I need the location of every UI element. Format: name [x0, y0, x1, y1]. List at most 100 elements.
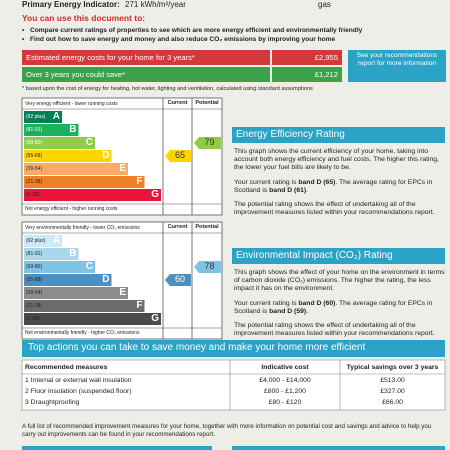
band-letter: B	[69, 248, 77, 259]
band	[24, 248, 79, 260]
band-letter: D	[102, 274, 110, 285]
paragraph-run: Your current rating is	[234, 300, 299, 307]
rating-arrow	[194, 261, 221, 273]
cost-row: Estimated energy costs for your home for…	[22, 50, 270, 65]
rating-value: 78	[204, 261, 215, 271]
table-cell: £513.00	[380, 377, 405, 384]
intro-title: You can use this document to:	[22, 13, 146, 23]
potential-header: Potential	[195, 224, 219, 230]
band	[24, 235, 62, 247]
band	[24, 274, 112, 286]
footnote: * based upon the cost of energy for heat…	[22, 86, 313, 92]
band-range: (21-38)	[26, 179, 43, 185]
paragraph-run: Your current rating is	[234, 179, 299, 186]
paragraph-run: band D (59)	[269, 308, 307, 316]
bullet: •	[22, 36, 25, 43]
band-range: (55-68)	[26, 277, 43, 283]
table-cell: £66.00	[382, 399, 403, 406]
band-range: (81-91)	[26, 251, 43, 257]
band-range: (81-91)	[26, 127, 43, 133]
band-range: (55-68)	[26, 153, 43, 159]
band-range: (39-54)	[26, 166, 43, 172]
fuel: gas	[318, 0, 331, 9]
paragraph-run: This graph shows the effect of your home…	[234, 269, 445, 293]
table-header: Typical savings over 3 years	[346, 364, 439, 371]
rating-heading: Energy Efficiency Rating	[232, 127, 445, 143]
band-letter: F	[136, 176, 143, 187]
table-cell: £4,000 - £14,000	[259, 377, 311, 384]
band	[24, 124, 79, 136]
table-cell: 2 Floor insulation (suspended floor)	[25, 388, 132, 395]
footer-box	[22, 446, 212, 450]
table-cell: £800 - £1,200	[264, 388, 306, 395]
band-range: (1-20)	[26, 316, 40, 322]
band-range: (69-80)	[26, 264, 43, 270]
paragraph-run: band D (65)	[298, 179, 336, 186]
band-letter: D	[102, 150, 110, 161]
table-cell: 1 Internal or external wall insulation	[25, 377, 132, 384]
current-header: Current	[167, 100, 188, 106]
band-range: (92 plus)	[26, 114, 46, 120]
band-range: (21-38)	[26, 303, 43, 309]
band-range: (69-80)	[26, 140, 43, 146]
rating-paragraph: Your current rating is band D (60). The …	[234, 300, 445, 316]
table-cell: £80 - £120	[268, 399, 302, 406]
chart-top-label: Very environmentally friendly - lower CO…	[25, 225, 140, 231]
band	[24, 313, 161, 325]
rating-arrow	[194, 137, 221, 149]
actions-title: Top actions you can take to save money a…	[22, 340, 445, 357]
paragraph-run: band D (60)	[298, 300, 336, 307]
band-letter: C	[85, 137, 93, 148]
band-letter: E	[119, 287, 126, 298]
band	[24, 137, 95, 149]
rating-arrow	[165, 150, 191, 162]
band-letter: F	[136, 300, 143, 311]
rating-paragraph: Your current rating is band D (65). The …	[234, 179, 445, 195]
band-letter: G	[151, 313, 159, 324]
band-range: (39-54)	[26, 290, 43, 296]
band	[24, 261, 95, 273]
paragraph-run: The potential rating shows the effect of…	[234, 322, 435, 338]
paragraph-run: This graph shows the current efficiency …	[234, 148, 439, 172]
rating-paragraph: This graph shows the current efficiency …	[234, 148, 445, 173]
paragraph-run: . The average rating for EPCs in Scotlan…	[234, 179, 433, 195]
paragraph-run: . The average rating for EPCs in Scotlan…	[234, 300, 433, 316]
paragraph-run: The potential rating shows the effect of…	[234, 201, 435, 217]
band-letter: B	[69, 124, 77, 135]
footer-box	[232, 446, 445, 450]
cost-row: Over 3 years you could save*	[22, 67, 270, 82]
bullet-text: Compare current ratings of properties to…	[30, 27, 363, 34]
current-header: Current	[167, 224, 188, 230]
table-frame	[21, 359, 446, 411]
chart-bottom-label: Not energy efficient - higher running co…	[25, 206, 118, 212]
potential-header: Potential	[195, 100, 219, 106]
rating-value: 60	[174, 274, 185, 284]
rating-paragraph: The potential rating shows the effect of…	[234, 201, 445, 217]
rating-value: 65	[174, 150, 185, 160]
table-cell: 3 Draughtproofing	[25, 399, 80, 406]
rating-arrow	[165, 274, 191, 286]
band	[24, 176, 145, 188]
paragraph-run: .	[306, 308, 309, 316]
band	[24, 150, 112, 162]
band	[24, 300, 145, 312]
band-range: (92 plus)	[26, 238, 46, 244]
cost-value: £1,212	[272, 67, 342, 82]
band	[24, 111, 62, 123]
rating-value: 79	[204, 137, 215, 147]
indicator-label: Primary Energy Indicator:	[22, 0, 120, 9]
bullet: •	[22, 27, 25, 34]
cost-value: £2,955	[272, 50, 342, 65]
chart-top-label: Very energy efficient - lower running co…	[25, 101, 118, 107]
chart-bottom-label: Not environmentally friendly - higher CO…	[25, 330, 140, 336]
band-letter: G	[151, 189, 159, 200]
band-letter: A	[52, 111, 60, 122]
band-letter: E	[119, 163, 126, 174]
actions-footer: A full list of recommended improvement m…	[22, 423, 432, 438]
cost-note: See your recommendations report for more…	[348, 50, 446, 82]
band	[24, 189, 161, 201]
band-range: (1-20)	[26, 192, 40, 198]
band	[24, 287, 128, 299]
